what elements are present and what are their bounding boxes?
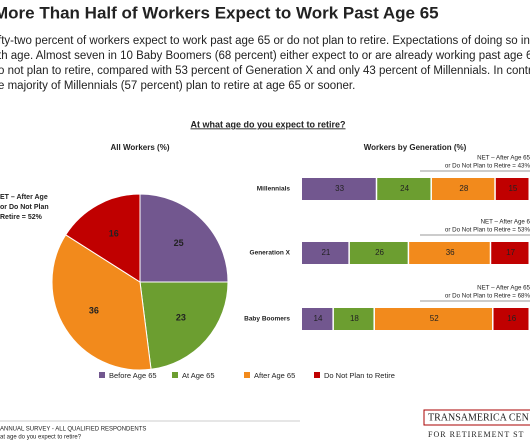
segment-label: 24 bbox=[400, 184, 409, 193]
body-line: fty-two percent of workers expect to wor… bbox=[0, 35, 530, 47]
segment-label: 52 bbox=[430, 314, 439, 323]
legend-label: Do Not Plan to Retire bbox=[324, 371, 395, 380]
pie-annotation: ET – After Age bbox=[0, 194, 48, 201]
segment-label: 15 bbox=[508, 184, 517, 193]
legend-swatch bbox=[244, 372, 250, 378]
net-annotation: NET – After Age 6 bbox=[481, 219, 530, 226]
segment-label: 18 bbox=[350, 314, 359, 323]
legend-swatch bbox=[99, 372, 105, 378]
question: At what age do you expect to retire? bbox=[190, 119, 345, 129]
bar-segment bbox=[491, 242, 529, 264]
net-annotation: or Do Not Plan to Retire = 53% bbox=[445, 227, 530, 234]
segment-label: 17 bbox=[506, 248, 515, 257]
category-label: Baby Boomers bbox=[244, 316, 290, 323]
pie-title: All Workers (%) bbox=[111, 143, 170, 152]
pie-slice bbox=[139, 281, 229, 370]
bar-segment bbox=[377, 178, 431, 200]
bar-segment bbox=[349, 242, 408, 264]
bar-segment bbox=[333, 308, 374, 330]
legend-label: Before Age 65 bbox=[109, 371, 157, 380]
slice-label: 25 bbox=[174, 238, 184, 248]
pie-slice bbox=[139, 193, 229, 283]
slice-label: 23 bbox=[176, 312, 186, 322]
segment-label: 33 bbox=[335, 184, 344, 193]
pie-slice bbox=[65, 193, 141, 283]
body-line: th age. Almost seven in 10 Baby Boomers … bbox=[0, 50, 530, 62]
legend-swatch bbox=[172, 372, 178, 378]
legend-label: At Age 65 bbox=[182, 371, 215, 380]
body-line: o not plan to retire, compared with 53 p… bbox=[0, 65, 530, 77]
bar-segment bbox=[374, 308, 493, 330]
body-line: e majority of Millennials (57 percent) p… bbox=[0, 80, 355, 92]
segment-label: 21 bbox=[321, 248, 330, 257]
segment-label: 16 bbox=[507, 314, 516, 323]
net-annotation: NET – After Age 65 bbox=[477, 285, 530, 292]
net-annotation: NET – After Age 65 bbox=[477, 155, 530, 162]
bar-title: Workers by Generation (%) bbox=[364, 143, 467, 152]
slide-title: More Than Half of Workers Expect to Work… bbox=[0, 3, 439, 22]
bar-segment bbox=[431, 178, 495, 200]
net-annotation: or Do Not Plan to Retire = 43% bbox=[445, 163, 530, 170]
footer-source: ANNUAL SURVEY - ALL QUALIFIED RESPONDENT… bbox=[0, 427, 146, 433]
logo-tagline: FOR RETIREMENT ST bbox=[428, 430, 524, 439]
pie-annotation: or Do Not Plan bbox=[0, 204, 49, 211]
slice-label: 36 bbox=[89, 306, 99, 316]
category-label: Millennials bbox=[257, 186, 291, 193]
legend-swatch bbox=[314, 372, 320, 378]
slice-label: 16 bbox=[109, 229, 119, 239]
pie-annotation: Retire = 52% bbox=[0, 214, 43, 221]
bar-segment bbox=[302, 242, 349, 264]
segment-label: 26 bbox=[375, 248, 384, 257]
category-label: Generation X bbox=[250, 250, 291, 257]
legend-label: After Age 65 bbox=[254, 371, 295, 380]
bar-segment bbox=[493, 308, 529, 330]
segment-label: 36 bbox=[446, 248, 455, 257]
logo-name: TRANSAMERICA CEN bbox=[428, 412, 529, 423]
footer-note: at age do you expect to retire? bbox=[0, 435, 82, 441]
pie-slice bbox=[51, 234, 152, 371]
segment-label: 14 bbox=[314, 314, 323, 323]
logo-box bbox=[423, 409, 530, 426]
bar-segment bbox=[302, 308, 333, 330]
bar-segment bbox=[495, 178, 529, 200]
bar-segment bbox=[409, 242, 490, 264]
bar-segment bbox=[302, 178, 376, 200]
net-annotation: or Do Not Plan to Retire = 68% bbox=[445, 293, 530, 300]
segment-label: 28 bbox=[459, 184, 468, 193]
